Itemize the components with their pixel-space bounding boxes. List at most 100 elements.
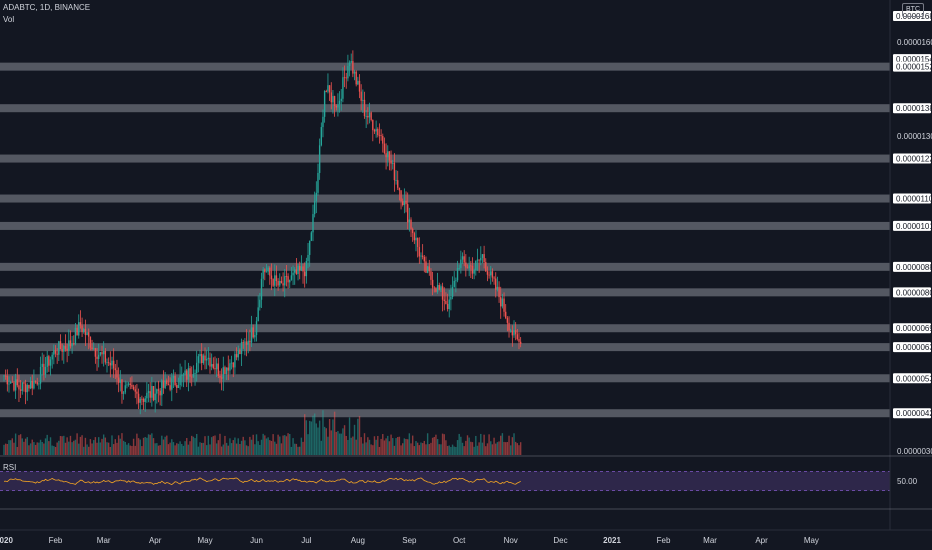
candle-body [495, 278, 497, 290]
price-tag [893, 323, 931, 334]
volume-bar [156, 443, 158, 455]
candle-body [34, 381, 37, 383]
volume-bar [320, 440, 323, 455]
volume-bar [446, 445, 449, 455]
time-tick-label: Jun [250, 536, 263, 545]
volume-bar [378, 446, 381, 455]
volume-bar [345, 435, 347, 455]
price-axis[interactable]: 0.000016000.000013000.000003000.00001682… [893, 10, 932, 456]
symbol-legend[interactable]: ADABTC, 1D, BINANCE [3, 3, 91, 12]
volume-bar [239, 444, 241, 455]
rsi-band [0, 471, 890, 491]
volume-bar [425, 444, 427, 455]
candle-body [18, 385, 20, 390]
candle-body [49, 359, 52, 366]
volume-bar [410, 443, 412, 455]
volume-bar [210, 437, 213, 455]
volume-bar [124, 441, 126, 455]
candle-body [176, 385, 178, 388]
currency-badge[interactable]: BTC [902, 3, 924, 17]
candle-body [443, 299, 445, 301]
candle-body [451, 286, 454, 297]
candle-body [468, 265, 470, 269]
candle-body [259, 299, 261, 308]
volume-bar [8, 440, 10, 455]
candle-body [151, 386, 153, 398]
volume-bar [430, 442, 432, 455]
volume-bar [322, 410, 324, 455]
volume-bar [39, 439, 42, 455]
volume-bar [443, 434, 445, 455]
volume-bar [478, 442, 480, 455]
candle-body [285, 276, 288, 277]
candle-body [342, 77, 344, 99]
volume-bar [99, 442, 102, 455]
volume-bar [117, 435, 120, 455]
volume-bar [225, 442, 228, 455]
candle-body [101, 352, 103, 355]
volume-bar [466, 435, 469, 455]
volume-bar [380, 438, 382, 455]
candle-body [284, 276, 286, 286]
price-tag [893, 153, 931, 164]
candle-body [332, 96, 334, 103]
candle-body [200, 354, 203, 363]
volume-bar [333, 411, 336, 455]
candle-body [24, 383, 27, 393]
volume-bar [126, 444, 128, 455]
volume-bar [174, 445, 176, 455]
rsi-legend[interactable]: RSI [3, 463, 17, 472]
candle-body [167, 384, 170, 386]
volume-bar [44, 438, 47, 455]
candle-body [501, 298, 504, 307]
volume-bar [63, 435, 65, 455]
candle-body [53, 350, 55, 355]
volume-legend[interactable]: Vol [3, 15, 15, 24]
volume-bar [445, 440, 447, 455]
volume-bar [506, 442, 509, 455]
volume-bar [343, 425, 346, 455]
candle-body [154, 393, 156, 401]
candle-body [426, 266, 429, 273]
volume-bar [328, 419, 331, 455]
candle-body [392, 162, 394, 164]
volume-bar [109, 446, 112, 455]
candle-body [3, 375, 5, 377]
volume-bar [516, 443, 519, 455]
candle-body [107, 362, 110, 364]
volume-bar [450, 446, 452, 455]
volume-bar [48, 441, 50, 455]
volume-bar [249, 436, 251, 455]
candle-body [104, 350, 107, 363]
candle-body [94, 348, 97, 357]
candle-body [117, 377, 120, 383]
candle-body [229, 363, 231, 371]
candle-body [300, 266, 303, 271]
candle-body [413, 233, 416, 241]
volume-bar [146, 437, 148, 455]
candle-body [249, 340, 251, 343]
candle-body [139, 398, 141, 403]
volume-bar [500, 435, 502, 455]
candle-body [217, 363, 220, 376]
horizontal-zones [0, 62, 890, 418]
candle-body [121, 379, 123, 394]
price-tick-label: 0.00001300 [897, 132, 932, 141]
candle-body [397, 180, 399, 188]
volume-bar [505, 442, 507, 455]
volume-bar [9, 440, 12, 455]
candle-body [348, 62, 351, 67]
volume-bar [456, 440, 459, 455]
volume-bar [358, 416, 361, 455]
volume-bar [244, 440, 246, 455]
candle-body [106, 362, 108, 364]
candle-body [516, 334, 519, 340]
time-tick-label: Dec [553, 536, 567, 545]
candle-body [313, 201, 316, 215]
rsi-line [3, 477, 521, 486]
candle-body [134, 389, 136, 392]
volume-bar [388, 441, 391, 455]
